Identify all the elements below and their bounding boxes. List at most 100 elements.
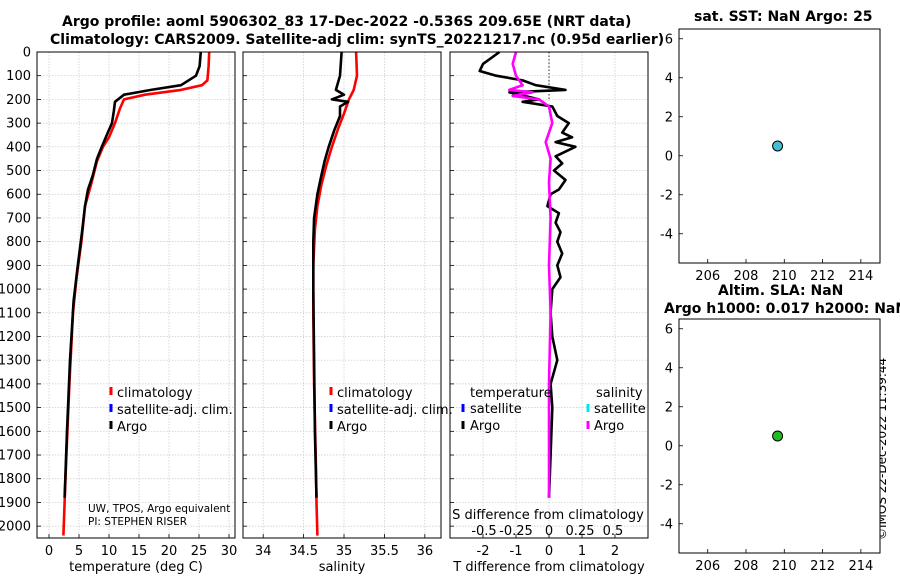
temperature-ytick-label: 1400 [0,377,31,392]
temperature-legend-label: satellite-adj. clim. [117,403,233,418]
difference-xlabel2: S difference from climatology [452,508,644,523]
salinity-legend-label: climatology [337,386,413,401]
sla-ytick-label: 4 [665,361,673,376]
temperature-ytick-label: 1200 [0,330,31,345]
sla-xtick-label: 214 [848,559,873,574]
temperature-ytick-label: 900 [6,259,31,274]
difference-secondary-tick-label: 0 [545,524,553,539]
salinity-legend-label: Argo [337,420,367,435]
temperature-annotation-line2: PI: STEPHEN RISER [88,516,187,528]
temperature-ytick-label: 1100 [0,306,31,321]
sst-panel-title: sat. SST: NaN Argo: 25 [694,9,873,25]
difference-series-s-difference-argo- [508,51,554,498]
sla-ytick-label: 6 [665,322,673,337]
sla-xtick-label: 208 [734,559,759,574]
temperature-xtick-label: 25 [191,544,208,559]
salinity-xtick-label: 34.5 [289,544,318,559]
difference-secondary-tick-label: -0.5 [471,524,496,539]
temperature-legend-label: Argo [117,420,147,435]
temperature-ytick-label: 1900 [0,496,31,511]
salinity-xtick-label: 34 [255,544,272,559]
temperature-ytick-label: 1600 [0,425,31,440]
salinity-axes-frame [242,51,442,539]
temperature-ytick-label: 600 [6,188,31,203]
difference-legend-label: satellite [470,402,522,417]
sla-data-point [772,430,784,442]
sst-xtick-label: 212 [810,269,835,284]
difference-secondary-tick-label: 0.25 [566,524,595,539]
salinity-plot-area [243,52,441,538]
temperature-xlabel: temperature (deg C) [69,560,203,575]
difference-xtick-label: 1 [578,544,586,559]
difference-legend-salinity-title: salinity [596,386,643,401]
temperature-xtick-label: 30 [221,544,238,559]
sst-xtick-label: 214 [848,269,873,284]
difference-legend-temperature-title: temperature [470,386,552,401]
sst-axes-frame [678,28,881,264]
sst-ytick-label: 0 [665,149,673,164]
main-title-line1: Argo profile: aoml 5906302_83 17-Dec-202… [62,14,632,30]
sla-xtick-label: 210 [772,559,797,574]
temperature-ytick-label: 2000 [0,520,31,535]
temperature-ytick-label: 700 [6,211,31,226]
sla-ytick-label: 0 [665,439,673,454]
sst-data-point [772,140,784,152]
sla-ytick-label: -2 [660,478,673,493]
temperature-ytick-label: 800 [6,235,31,250]
sst-ytick-label: -2 [660,188,673,203]
temperature-xtick-label: 15 [131,544,148,559]
sst-ytick-label: 4 [665,71,673,86]
salinity-legend-label: satellite-adj. clim. [337,403,453,418]
sst-ytick-label: 2 [665,110,673,125]
temperature-ytick-label: 400 [6,140,31,155]
difference-xlabel: T difference from climatology [452,560,645,575]
difference-xtick-label: 0 [545,544,553,559]
salinity-xtick-label: 35.5 [370,544,399,559]
temperature-ytick-label: 1500 [0,401,31,416]
temperature-ytick-label: 1700 [0,449,31,464]
difference-xtick-label: -1 [510,544,523,559]
salinity-xtick-label: 36 [417,544,434,559]
temperature-ytick-label: 200 [6,93,31,108]
temperature-axes-frame [36,51,236,539]
difference-xtick-label: 2 [611,544,619,559]
temperature-annotation-line1: UW, TPOS, Argo equivalent [88,503,230,515]
difference-legend-label: Argo [594,419,624,434]
temperature-ytick-label: 1300 [0,354,31,369]
temperature-series-argo [63,51,203,498]
sst-xtick-label: 208 [734,269,759,284]
main-title-line2: Climatology: CARS2009. Satellite-adj cli… [50,32,665,48]
temperature-ytick-label: 100 [6,69,31,84]
temperature-ytick-label: 1000 [0,283,31,298]
difference-secondary-tick-label: 0.5 [603,524,624,539]
temperature-ytick-label: 500 [6,164,31,179]
difference-xtick-label: -2 [477,544,490,559]
sst-xtick-label: 206 [695,269,720,284]
difference-legend-label: satellite [594,402,646,417]
difference-secondary-tick-label: -0.25 [499,524,533,539]
sla-xtick-label: 206 [695,559,720,574]
temperature-ytick-label: 1800 [0,472,31,487]
temperature-legend-label: climatology [117,386,193,401]
sla-xtick-label: 212 [810,559,835,574]
temperature-xtick-label: 10 [101,544,118,559]
sst-xtick-label: 210 [772,269,797,284]
salinity-xtick-label: 35 [336,544,353,559]
sst-ytick-label: 6 [665,32,673,47]
sla-ytick-label: -4 [660,517,673,532]
salinity-series-argo [311,51,350,498]
temperature-xtick-label: 5 [75,544,83,559]
sla-ytick-label: 2 [665,400,673,415]
temperature-plot-area [37,52,235,538]
temperature-ytick-label: 300 [6,117,31,132]
salinity-xlabel: salinity [319,560,366,575]
sla-axes-frame [678,318,881,554]
sla-panel-title-line2: Argo h1000: 0.017 h2000: NaN [664,301,900,317]
temperature-ytick-label: 0 [23,46,31,61]
temperature-xtick-label: 20 [161,544,178,559]
difference-legend-label: Argo [470,419,500,434]
sla-panel-title-line1: Altim. SLA: NaN [718,283,844,299]
temperature-xtick-label: 0 [45,544,53,559]
sst-ytick-label: -4 [660,227,673,242]
